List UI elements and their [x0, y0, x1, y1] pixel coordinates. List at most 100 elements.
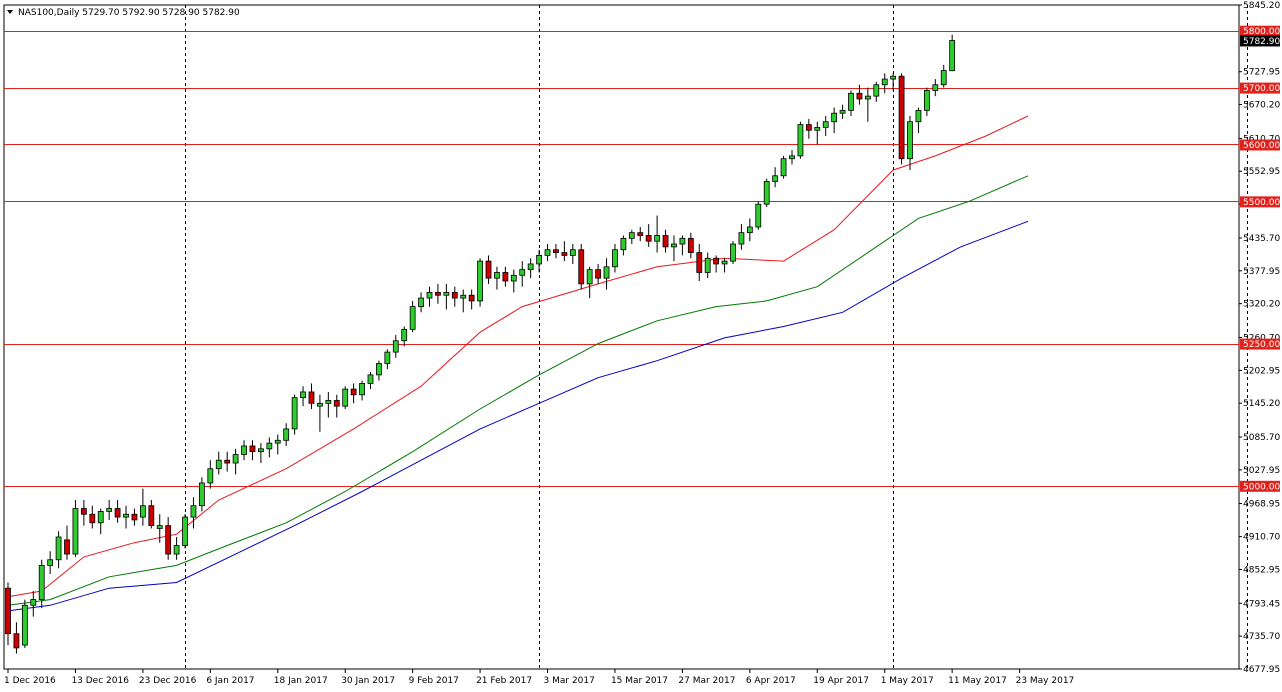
candle[interactable]: [620, 235, 627, 256]
candle[interactable]: [696, 244, 703, 282]
candle[interactable]: [923, 87, 930, 117]
candle[interactable]: [687, 232, 694, 259]
candle[interactable]: [5, 582, 11, 646]
candle[interactable]: [47, 551, 54, 574]
candle[interactable]: [561, 241, 568, 262]
candle[interactable]: [831, 107, 838, 134]
candle[interactable]: [207, 460, 214, 489]
candle[interactable]: [738, 224, 745, 250]
candle[interactable]: [755, 201, 762, 230]
candle[interactable]: [797, 121, 804, 159]
candle[interactable]: [789, 150, 795, 165]
candle[interactable]: [671, 235, 677, 262]
candle[interactable]: [595, 263, 601, 284]
candle[interactable]: [215, 451, 222, 475]
candle[interactable]: [342, 386, 349, 410]
candle[interactable]: [881, 73, 888, 94]
candle[interactable]: [131, 508, 138, 526]
candle[interactable]: [502, 266, 509, 287]
candle[interactable]: [241, 440, 247, 461]
time-axis[interactable]: 1 Dec 2016 13 Dec 2016 23 Dec 2016 6 Jan 20…: [4, 669, 1074, 686]
candle[interactable]: [822, 116, 829, 136]
candle[interactable]: [182, 514, 188, 549]
candle[interactable]: [291, 394, 298, 435]
candle[interactable]: [510, 269, 517, 293]
candle[interactable]: [477, 258, 483, 307]
candle[interactable]: [713, 255, 720, 273]
candle[interactable]: [249, 440, 256, 461]
candle[interactable]: [283, 423, 290, 446]
horizontal-levels[interactable]: [4, 31, 1239, 487]
plot-area[interactable]: [3, 4, 1240, 670]
candle[interactable]: [553, 244, 559, 259]
candle[interactable]: [519, 261, 526, 287]
candle[interactable]: [409, 300, 416, 333]
candle[interactable]: [460, 289, 467, 313]
candle[interactable]: [89, 505, 96, 529]
candle[interactable]: [165, 517, 172, 560]
candle[interactable]: [586, 266, 593, 299]
candle[interactable]: [704, 252, 711, 279]
candle[interactable]: [603, 258, 610, 290]
candle[interactable]: [679, 235, 686, 256]
candle[interactable]: [940, 64, 947, 88]
candle[interactable]: [300, 386, 306, 407]
candle[interactable]: [139, 488, 146, 526]
candle[interactable]: [494, 266, 500, 290]
candle[interactable]: [392, 335, 399, 358]
candle[interactable]: [805, 118, 812, 139]
level-price-tag[interactable]: 5500.00: [1240, 196, 1280, 208]
candle[interactable]: [839, 104, 846, 119]
level-price-tag[interactable]: 5700.00: [1240, 82, 1280, 95]
candle[interactable]: [485, 255, 492, 284]
candle[interactable]: [915, 107, 922, 134]
candle[interactable]: [772, 167, 779, 188]
candle[interactable]: [274, 434, 281, 455]
candle[interactable]: [612, 244, 618, 273]
candle[interactable]: [97, 508, 104, 535]
candle[interactable]: [232, 448, 239, 475]
candle[interactable]: [257, 443, 264, 464]
candle[interactable]: [628, 229, 635, 245]
candle[interactable]: [38, 559, 45, 609]
candle[interactable]: [401, 326, 408, 347]
candle[interactable]: [80, 500, 87, 526]
candle[interactable]: [569, 244, 576, 264]
candle[interactable]: [746, 218, 753, 242]
candle[interactable]: [730, 241, 736, 264]
candle[interactable]: [418, 292, 424, 313]
candle[interactable]: [763, 178, 770, 208]
price-axis[interactable]: 5845.205727.955670.205610.705552.955495.…: [1239, 1, 1280, 675]
candle[interactable]: [325, 391, 332, 418]
candle[interactable]: [123, 505, 129, 529]
candle[interactable]: [814, 121, 821, 145]
candle[interactable]: [21, 599, 28, 648]
candle[interactable]: [30, 591, 37, 617]
candle[interactable]: [333, 394, 340, 418]
candles[interactable]: [5, 34, 956, 654]
candle[interactable]: [350, 383, 357, 404]
candle[interactable]: [662, 229, 669, 253]
candle[interactable]: [72, 500, 79, 557]
candle[interactable]: [468, 289, 475, 310]
collapse-arrow-icon[interactable]: [7, 10, 13, 14]
candle[interactable]: [13, 622, 20, 654]
candle[interactable]: [376, 360, 382, 381]
candle[interactable]: [907, 116, 913, 171]
candle[interactable]: [932, 79, 939, 97]
candle[interactable]: [114, 500, 121, 523]
candle[interactable]: [308, 383, 315, 410]
candle[interactable]: [173, 536, 180, 560]
candle[interactable]: [654, 215, 661, 253]
candle[interactable]: [544, 244, 551, 262]
candle[interactable]: [359, 380, 365, 401]
candle[interactable]: [873, 81, 880, 102]
candle[interactable]: [317, 394, 323, 432]
candle[interactable]: [856, 84, 863, 105]
candle[interactable]: [198, 477, 205, 512]
candle[interactable]: [64, 525, 70, 560]
candle[interactable]: [55, 531, 62, 569]
candle[interactable]: [780, 155, 787, 179]
candle[interactable]: [721, 258, 728, 273]
